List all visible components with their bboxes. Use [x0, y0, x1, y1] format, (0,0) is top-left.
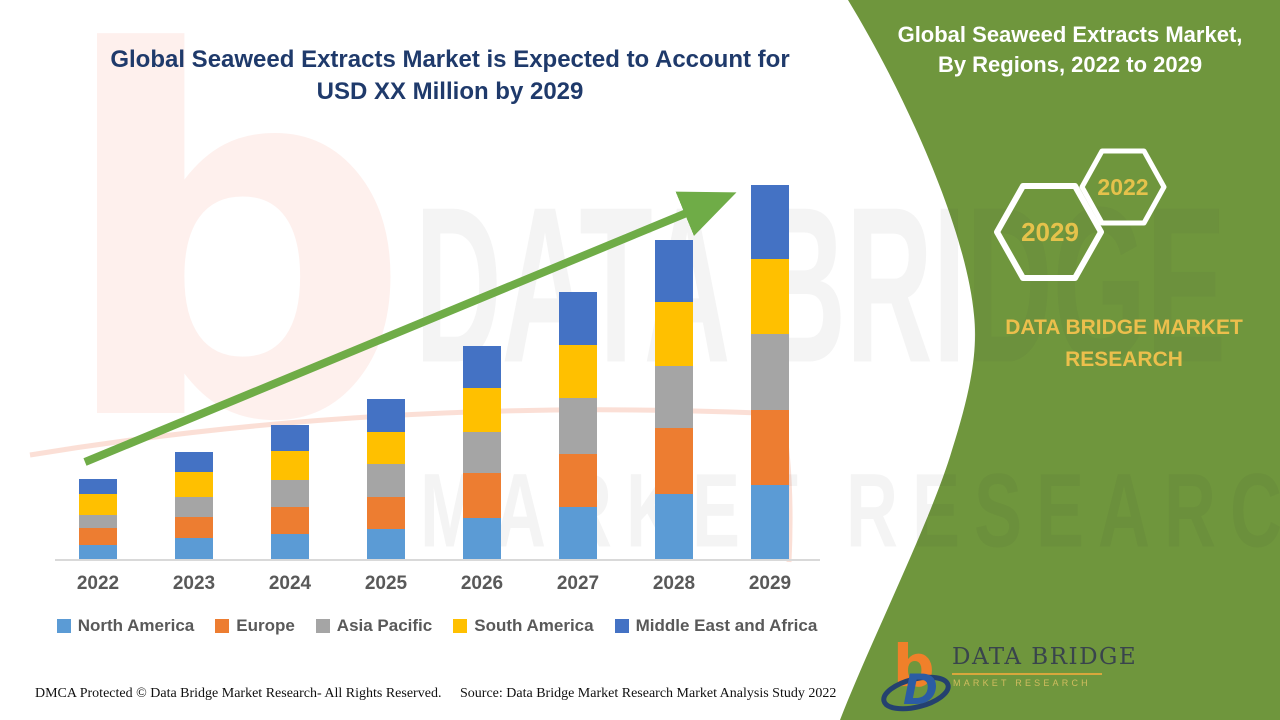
- legend-item-south-america: South America: [453, 616, 594, 636]
- x-axis-label-2023: 2023: [172, 573, 216, 594]
- bar-segment-2023-south-america: [175, 472, 213, 497]
- panel-title-line1: Global Seaweed Extracts Market,: [897, 22, 1243, 47]
- logo-monogram-icon: b D: [881, 634, 951, 712]
- legend-label: Middle East and Africa: [635, 616, 818, 635]
- logo-monogram-d: D: [903, 665, 938, 712]
- legend-label: South America: [474, 616, 594, 635]
- bar-segment-2024-asia-pacific: [271, 480, 309, 507]
- chart-title: Global Seaweed Extracts Market is Expect…: [60, 44, 840, 108]
- legend-swatch-icon: [453, 619, 468, 633]
- bar-segment-2029-asia-pacific: [751, 334, 789, 410]
- bar-segment-2022-south-america: [79, 494, 117, 515]
- panel-title: Global Seaweed Extracts Market, By Regio…: [870, 20, 1270, 80]
- legend-label: North America: [77, 616, 195, 635]
- bar-segment-2027-north-america: [559, 507, 597, 559]
- logo-name: DATA BRIDGE: [952, 644, 1138, 670]
- hexagon-2029: [994, 183, 1104, 281]
- legend-item-north-america: North America: [56, 616, 195, 636]
- x-axis-label-2028: 2028: [652, 573, 696, 594]
- bar-segment-2023-north-america: [175, 538, 213, 559]
- panel-brand-line2: RESEARCH: [1065, 348, 1183, 371]
- bar-segment-2026-europe: [463, 473, 501, 518]
- legend-item-asia-pacific: Asia Pacific: [315, 616, 433, 636]
- legend-item-europe: Europe: [215, 616, 295, 636]
- hexagon-year-2029: 2029: [1021, 217, 1079, 247]
- bar-segment-2022-europe: [79, 528, 117, 545]
- bar-segment-2022-middle-east-and-africa: [79, 479, 117, 494]
- x-axis-label-2027: 2027: [556, 573, 600, 594]
- x-axis-label-2025: 2025: [364, 573, 408, 594]
- panel-brand-line1: DATA BRIDGE MARKET: [1005, 316, 1243, 339]
- hexagon-year-2022: 2022: [1097, 174, 1149, 200]
- hexagon-2022: [1079, 148, 1167, 226]
- logo-subtitle: MARKET RESEARCH: [953, 678, 1091, 688]
- x-axis-label-2024: 2024: [268, 573, 312, 594]
- legend: North America Europe Asia Pacific South Ame…: [30, 616, 844, 636]
- panel-title-line2: By Regions, 2022 to 2029: [937, 52, 1203, 77]
- legend-swatch-icon: [614, 619, 629, 633]
- legend-label: Asia Pacific: [336, 616, 433, 635]
- bar-segment-2025-europe: [367, 497, 405, 529]
- footer-source-text: Source: Data Bridge Market Research Mark…: [460, 686, 837, 701]
- x-axis-label-2029: 2029: [748, 573, 792, 594]
- bar-segment-2029-europe: [751, 410, 789, 485]
- bar-segment-2028-north-america: [655, 494, 693, 559]
- bar-segment-2025-north-america: [367, 529, 405, 559]
- logo-monogram-b: b: [893, 634, 935, 700]
- chart-title-line2: USD XX Million by 2029: [316, 78, 584, 105]
- bar-segment-2023-europe: [175, 517, 213, 538]
- bar-segment-2029-north-america: [751, 485, 789, 559]
- panel-brand-text: DATA BRIDGE MARKET RESEARCH: [950, 312, 1280, 376]
- x-axis-label-2022: 2022: [76, 573, 120, 594]
- legend-item-middle-east-and-africa: Middle East and Africa: [614, 616, 818, 636]
- legend-swatch-icon: [315, 619, 330, 633]
- data-bridge-logo: b D DATA BRIDGE MARKET RESEARCH: [880, 634, 1220, 714]
- chart-title-line1: Global Seaweed Extracts Market is Expect…: [110, 46, 790, 73]
- footer-dmca-text: DMCA Protected © Data Bridge Market Rese…: [35, 686, 442, 701]
- x-axis-label-2026: 2026: [460, 573, 504, 594]
- x-axis-line: [55, 559, 820, 561]
- logo-monogram-swoosh: [881, 674, 951, 712]
- bar-segment-2022-asia-pacific: [79, 515, 117, 528]
- legend-label: Europe: [236, 616, 295, 635]
- logo-underline: [952, 673, 1102, 675]
- bar-segment-2024-europe: [271, 507, 309, 534]
- legend-swatch-icon: [215, 619, 230, 633]
- bar-segment-2024-north-america: [271, 534, 309, 559]
- bar-segment-2029-middle-east-and-africa: [751, 185, 789, 259]
- bar-segment-2025-asia-pacific: [367, 464, 405, 497]
- bar-segment-2026-north-america: [463, 518, 501, 559]
- bar-segment-2022-north-america: [79, 545, 117, 559]
- bar-segment-2029-south-america: [751, 259, 789, 334]
- bar-segment-2023-asia-pacific: [175, 497, 213, 517]
- legend-swatch-icon: [56, 619, 71, 633]
